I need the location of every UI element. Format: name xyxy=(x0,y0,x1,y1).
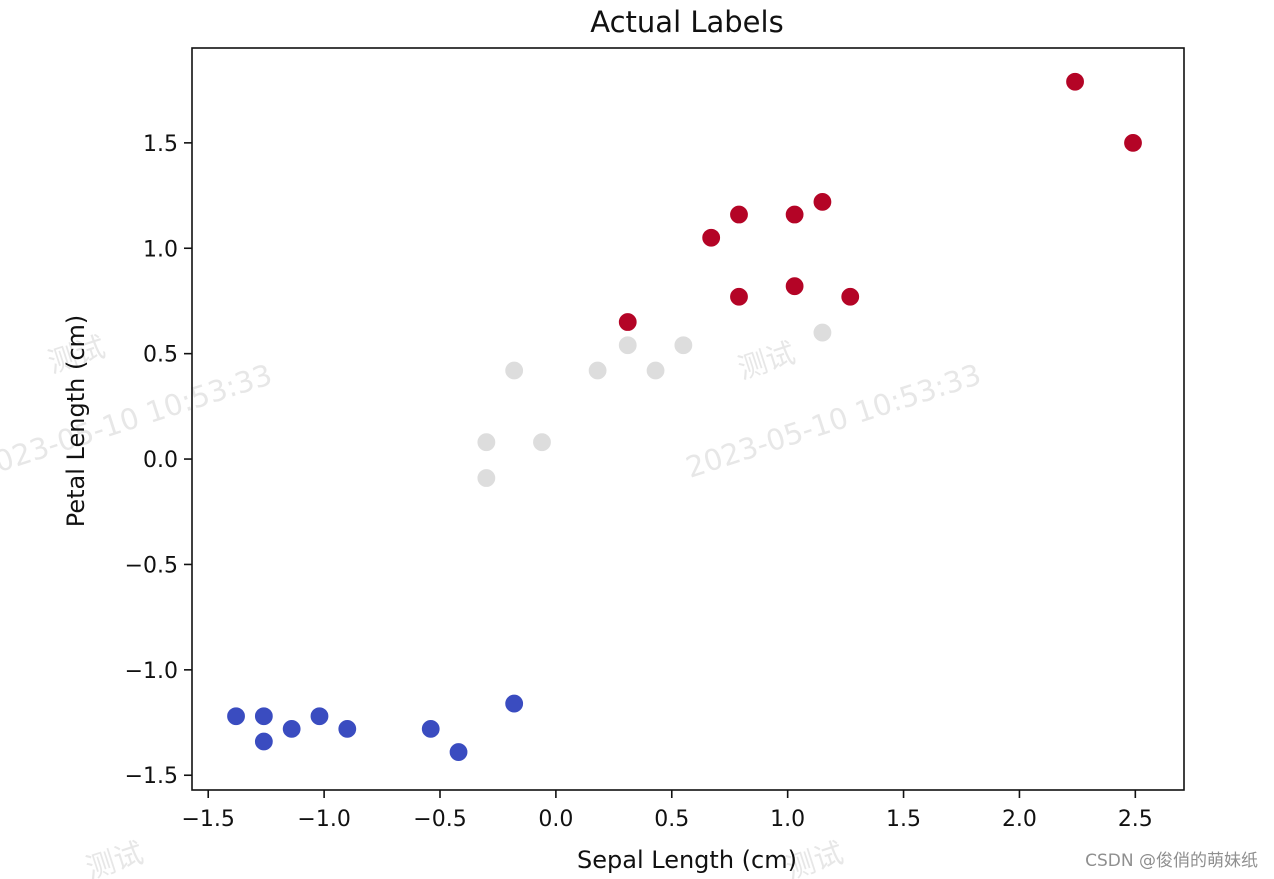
scatter-point xyxy=(476,467,497,489)
scatter-point xyxy=(476,432,497,453)
scatter-point xyxy=(504,360,525,381)
x-axis: −1.5 −1.0 −0.5 0.0 0.5 1.0 1.5 2.0 2.5 xyxy=(182,790,1153,832)
credit-text: CSDN @俊俏的萌妹纸 xyxy=(1085,851,1258,871)
scatter-point xyxy=(281,718,302,739)
scatter-point xyxy=(701,227,722,248)
scatter-point xyxy=(337,718,358,739)
scatter-point xyxy=(587,360,608,381)
scatter-point xyxy=(784,204,805,225)
scatter-point xyxy=(645,360,666,381)
y-tick-label: 1.0 xyxy=(143,237,178,262)
scatter-point xyxy=(448,741,469,763)
y-tick-label: 0.0 xyxy=(143,448,178,473)
data-points xyxy=(225,71,1144,763)
x-axis-label: Sepal Length (cm) xyxy=(577,846,797,874)
scatter-point xyxy=(420,718,441,739)
y-tick-label: −1.5 xyxy=(125,764,178,789)
scatter-point xyxy=(1064,71,1086,92)
x-tick-label: 2.0 xyxy=(1002,807,1037,832)
scatter-point xyxy=(225,706,247,727)
scatter-point xyxy=(531,432,553,453)
scatter-point xyxy=(728,286,750,307)
scatter-point xyxy=(812,322,833,343)
scatter-point xyxy=(504,693,525,714)
scatter-point xyxy=(812,191,833,212)
scatter-point xyxy=(784,276,805,297)
scatter-point xyxy=(840,286,861,307)
y-tick-label: −0.5 xyxy=(125,553,178,578)
scatter-point xyxy=(673,335,694,356)
chart-title: Actual Labels xyxy=(590,5,783,39)
plot-area xyxy=(191,47,1185,791)
y-tick-label: 1.5 xyxy=(143,132,178,157)
x-tick-label: −1.5 xyxy=(182,807,235,832)
scatter-point xyxy=(253,706,274,727)
scatter-point xyxy=(617,311,638,333)
x-tick-label: 1.5 xyxy=(886,807,921,832)
x-tick-label: 1.0 xyxy=(770,807,805,832)
scatter-point xyxy=(253,731,274,752)
y-axis-label: Petal Length (cm) xyxy=(62,315,90,528)
scatter-point xyxy=(728,204,750,225)
scatter-point xyxy=(309,706,330,727)
x-tick-label: 2.5 xyxy=(1118,807,1153,832)
y-axis: −1.5 −1.0 −0.5 0.0 0.5 1.0 1.5 xyxy=(125,132,192,789)
x-tick-label: 0.5 xyxy=(654,807,689,832)
y-tick-label: −1.0 xyxy=(125,659,178,684)
x-tick-label: −0.5 xyxy=(413,807,466,832)
x-tick-label: −1.0 xyxy=(297,807,350,832)
y-tick-label: 0.5 xyxy=(143,343,178,368)
x-tick-label: 0.0 xyxy=(538,807,573,832)
scatter-point xyxy=(1122,132,1144,153)
scatter-point xyxy=(617,335,638,356)
